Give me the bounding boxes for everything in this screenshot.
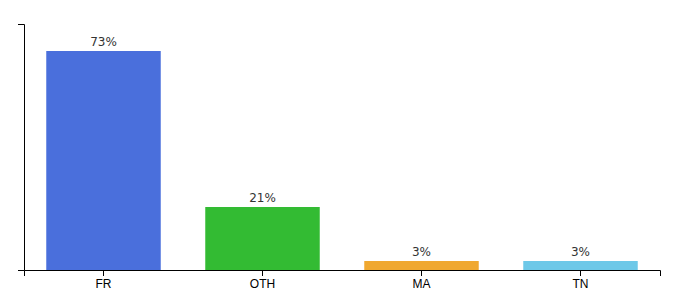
bar — [46, 51, 160, 270]
data-label: 73% — [90, 35, 117, 49]
bar — [205, 207, 319, 270]
chart: FR OTH MA TN 73% 21% 3% 3% — [0, 0, 680, 300]
x-tick-mark — [421, 270, 422, 276]
bars — [46, 51, 637, 270]
x-tick-mark — [580, 270, 581, 276]
x-tick-label: TN — [573, 277, 589, 291]
x-tick-label: FR — [96, 277, 112, 291]
x-tick: FR — [96, 270, 112, 291]
x-tick: MA — [413, 270, 431, 291]
x-axis: FR OTH MA TN — [25, 270, 661, 291]
x-tick-mark — [103, 270, 104, 276]
x-axis-line — [25, 271, 661, 277]
data-label: 21% — [249, 191, 276, 205]
data-labels: 73% 21% 3% 3% — [90, 35, 590, 259]
x-tick: TN — [573, 270, 589, 291]
x-tick: OTH — [250, 270, 275, 291]
bar — [523, 261, 637, 270]
plot: FR OTH MA TN 73% 21% 3% 3% — [18, 25, 661, 291]
data-label: 3% — [571, 245, 590, 259]
x-tick-label: OTH — [250, 277, 275, 291]
data-label: 3% — [412, 245, 431, 259]
y-axis — [18, 25, 25, 271]
x-tick-mark — [262, 270, 263, 276]
x-tick-label: MA — [413, 277, 431, 291]
bar — [364, 261, 478, 270]
y-axis-line — [18, 25, 25, 271]
